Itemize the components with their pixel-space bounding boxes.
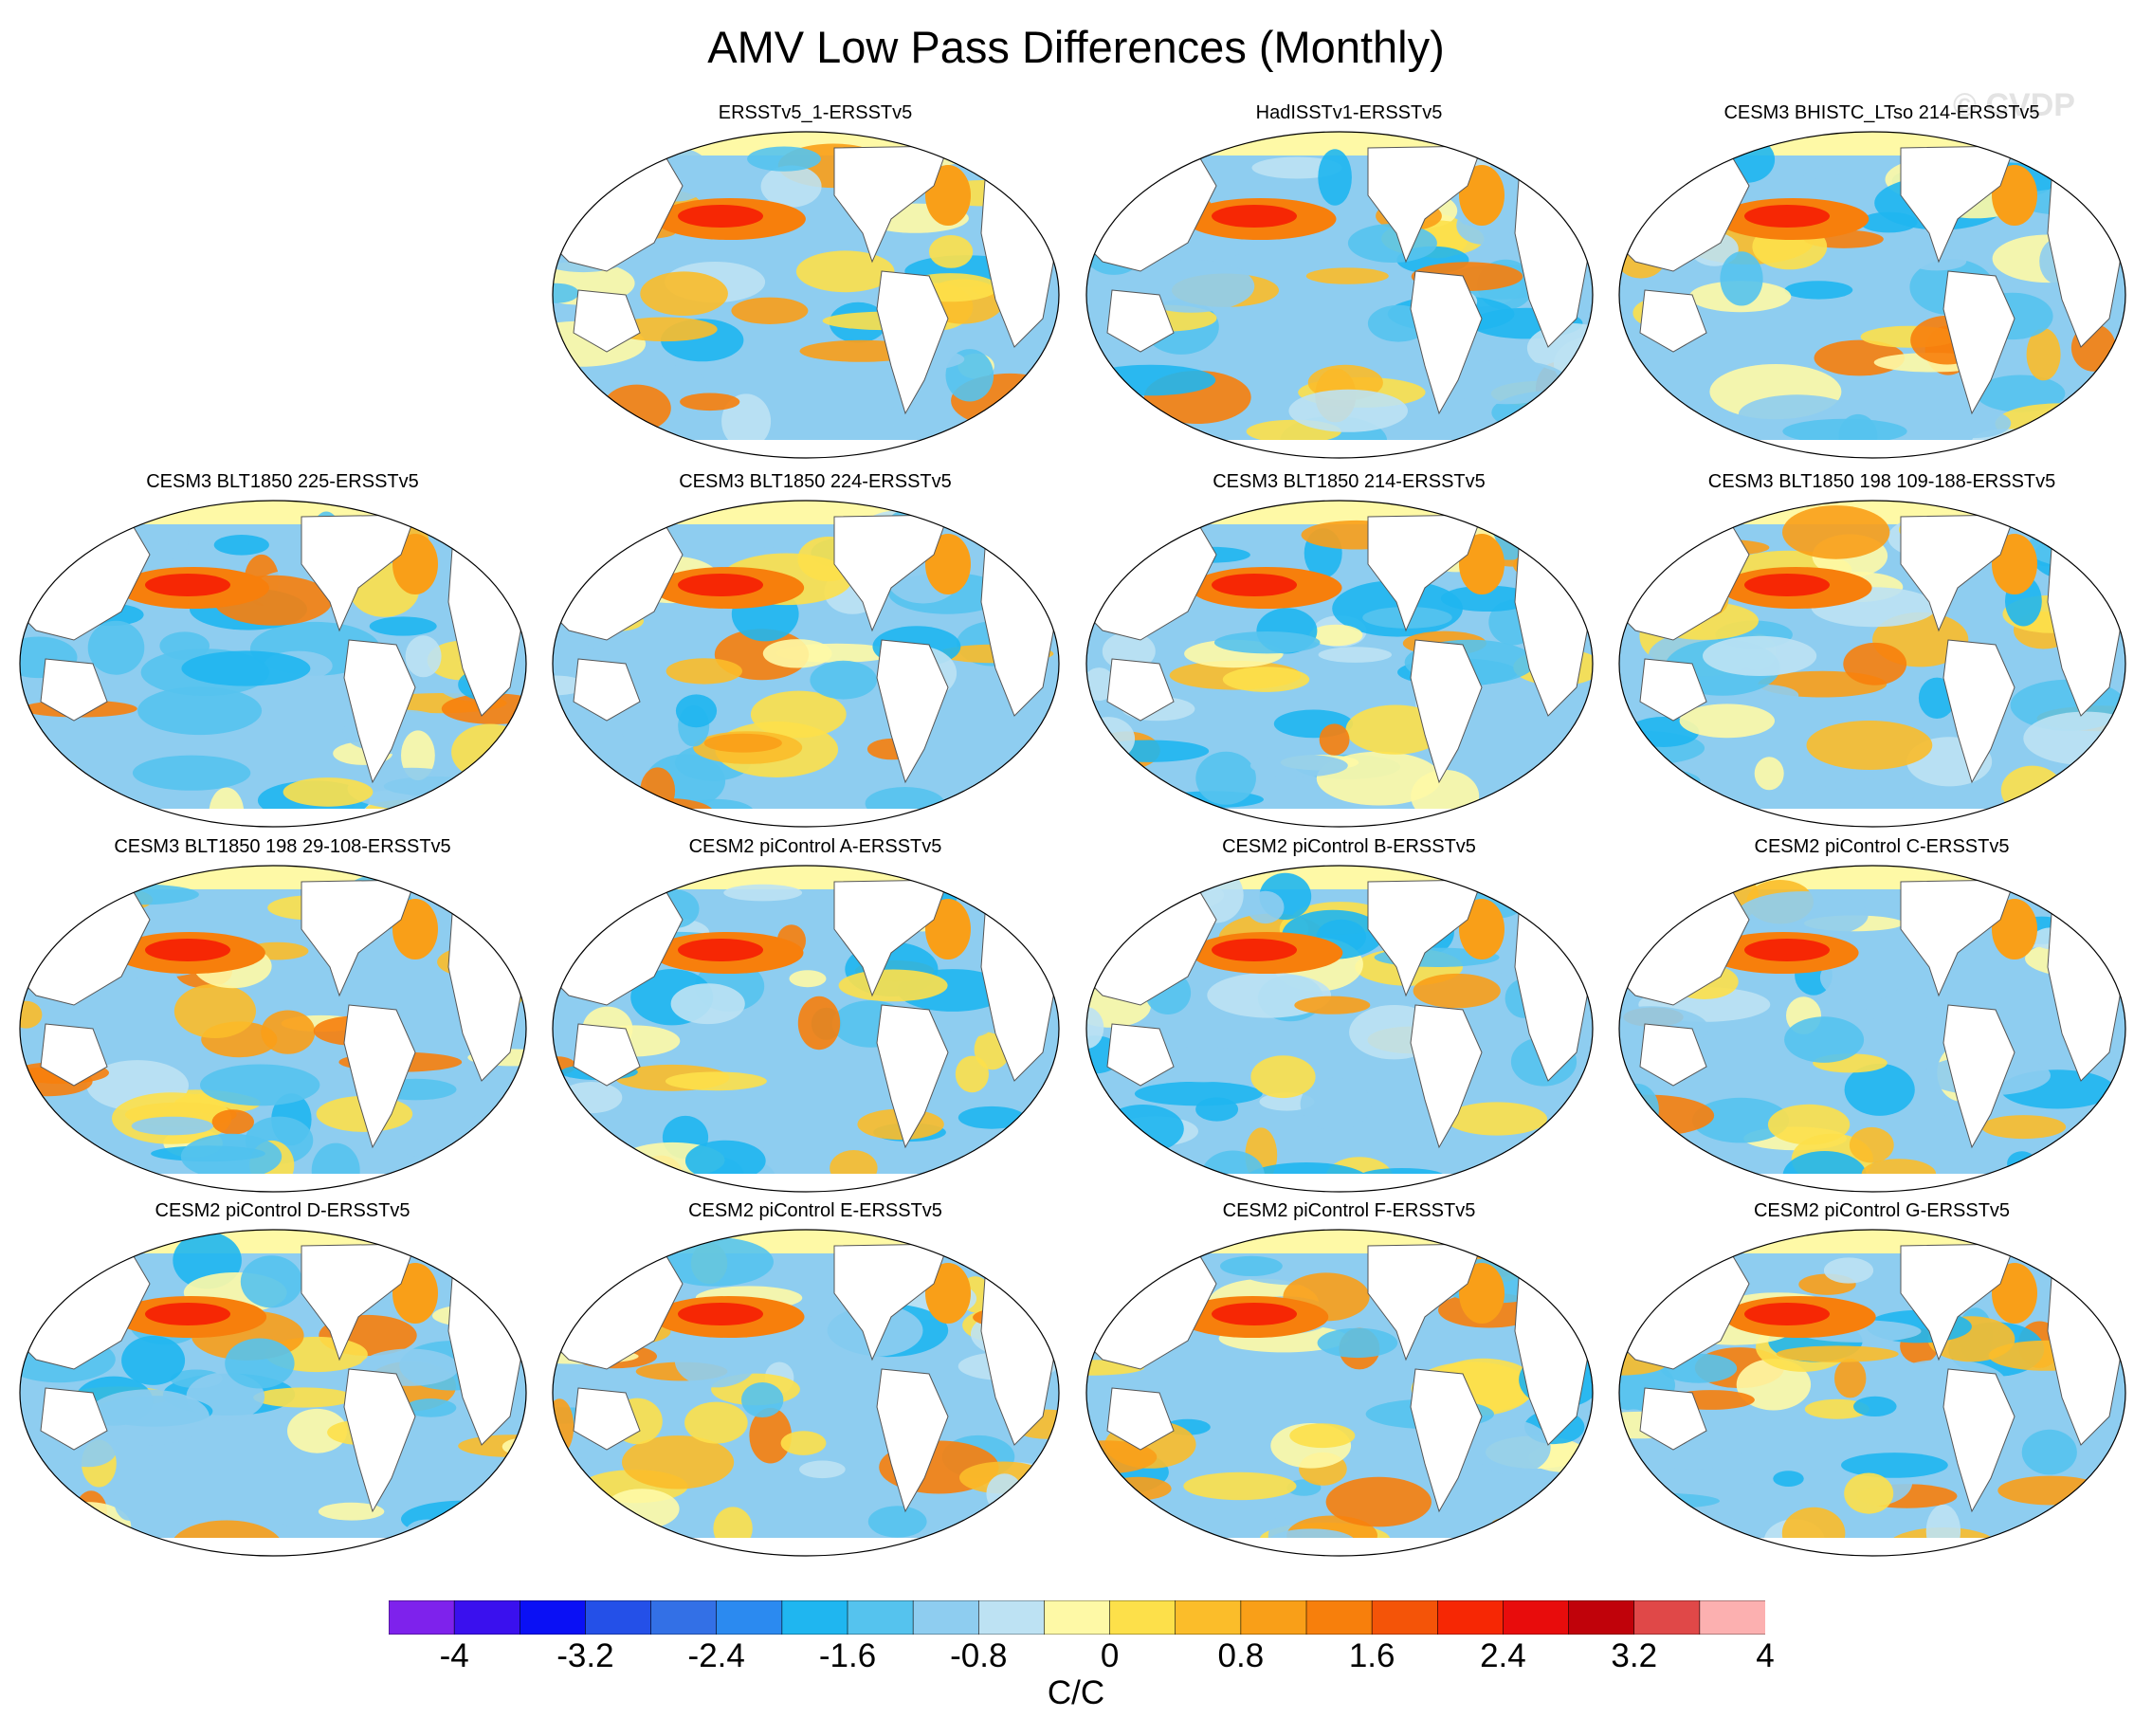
world-map	[552, 1229, 1060, 1557]
map-panel: CESM3 BLT1850 198 29-108-ERSSTv5	[17, 836, 548, 1198]
world-map	[1618, 131, 2126, 459]
panel-title: CESM3 BLT1850 198 29-108-ERSSTv5	[114, 836, 451, 857]
map-panel: CESM2 piControl G-ERSSTv5	[1616, 1200, 2147, 1562]
colorbar-swatch	[1568, 1600, 1635, 1635]
panel-title: CESM3 BLT1850 224-ERSSTv5	[679, 471, 952, 492]
panel-title: CESM2 piControl E-ERSSTv5	[688, 1200, 942, 1221]
panel-title: CESM2 piControl F-ERSSTv5	[1222, 1200, 1476, 1221]
world-map	[552, 500, 1060, 828]
colorbar-swatch	[1633, 1600, 1701, 1635]
panel-title: CESM2 piControl B-ERSSTv5	[1222, 836, 1476, 857]
world-map	[1618, 865, 2126, 1193]
colorbar-swatch	[1503, 1600, 1570, 1635]
world-map	[1085, 1229, 1594, 1557]
colorbar-tick-label: 0.8	[1217, 1637, 1265, 1674]
figure-title: AMV Low Pass Differences (Monthly)	[707, 22, 1445, 72]
map-panel: ERSSTv5_1-ERSSTv5	[550, 102, 1081, 465]
cvdp-watermark: © CVDP	[1953, 87, 2075, 123]
map-panel: CESM2 piControl B-ERSSTv5	[1084, 836, 1614, 1198]
map-panel: CESM3 BHISTC_LTso 214-ERSSTv5	[1616, 102, 2147, 465]
panel-title: CESM2 piControl A-ERSSTv5	[688, 836, 942, 857]
map-panel: CESM3 BLT1850 198 109-188-ERSSTv5	[1616, 471, 2147, 833]
panel-title: CESM2 piControl D-ERSSTv5	[155, 1200, 410, 1221]
map-panel: CESM3 BLT1850 214-ERSSTv5	[1084, 471, 1614, 833]
colorbar	[389, 1600, 1765, 1635]
colorbar-tick-label: 3.2	[1611, 1637, 1658, 1674]
colorbar-tick-label: 0	[1100, 1637, 1120, 1674]
colorbar-tick-label: -4	[439, 1637, 469, 1674]
colorbar-swatch	[389, 1600, 455, 1635]
colorbar-swatch	[847, 1600, 914, 1635]
world-map	[552, 131, 1060, 459]
panel-title: CESM2 piControl C-ERSSTv5	[1754, 836, 2010, 857]
colorbar-swatch	[977, 1600, 1046, 1635]
world-map	[1085, 131, 1594, 459]
colorbar-tick-label: 2.4	[1480, 1637, 1526, 1674]
colorbar-tick-label: -0.8	[950, 1637, 1008, 1674]
map-panel: CESM2 piControl A-ERSSTv5	[550, 836, 1081, 1198]
colorbar-units: C/C	[1047, 1674, 1105, 1711]
colorbar-swatch	[1240, 1600, 1307, 1635]
colorbar-swatch	[453, 1600, 521, 1635]
map-panel: CESM3 BLT1850 224-ERSSTv5	[550, 471, 1081, 833]
colorbar-tick-label: 4	[1756, 1637, 1775, 1674]
colorbar-swatch	[781, 1600, 848, 1635]
map-panel: CESM2 piControl D-ERSSTv5	[17, 1200, 548, 1562]
colorbar-tick-label: -3.2	[556, 1637, 614, 1674]
colorbar-swatch	[1044, 1600, 1111, 1635]
colorbar-swatch	[650, 1600, 718, 1635]
colorbar-swatch	[912, 1600, 980, 1635]
map-panel: CESM2 piControl F-ERSSTv5	[1084, 1200, 1614, 1562]
colorbar-swatch	[519, 1600, 587, 1635]
colorbar-swatch	[1699, 1600, 1765, 1635]
map-panel: CESM2 piControl C-ERSSTv5	[1616, 836, 2147, 1198]
colorbar-tick-label: 1.6	[1348, 1637, 1395, 1674]
panel-title: ERSSTv5_1-ERSSTv5	[718, 102, 913, 123]
world-map	[19, 500, 527, 828]
colorbar-swatch	[716, 1600, 783, 1635]
world-map	[1085, 500, 1594, 828]
colorbar-swatch	[1109, 1600, 1176, 1635]
panel-title: CESM3 BLT1850 198 109-188-ERSSTv5	[1707, 471, 2056, 492]
map-panel: CESM3 BLT1850 225-ERSSTv5	[17, 471, 548, 833]
colorbar-swatch	[1305, 1600, 1373, 1635]
panel-title: CESM3 BHISTC_LTso 214-ERSSTv5	[1723, 102, 2040, 123]
panel-title: CESM2 piControl G-ERSSTv5	[1753, 1200, 2011, 1221]
map-panel: HadISSTv1-ERSSTv5	[1084, 102, 1614, 465]
world-map	[552, 865, 1060, 1193]
world-map	[19, 1229, 527, 1557]
colorbar-swatch	[1175, 1600, 1242, 1635]
panel-title: HadISSTv1-ERSSTv5	[1255, 102, 1443, 123]
colorbar-swatch	[1436, 1600, 1505, 1635]
world-map	[19, 865, 527, 1193]
colorbar-tick-label: -1.6	[818, 1637, 877, 1674]
map-panel: CESM2 piControl E-ERSSTv5	[550, 1200, 1081, 1562]
panel-title: CESM3 BLT1850 225-ERSSTv5	[146, 471, 419, 492]
colorbar-tick-label: -2.4	[687, 1637, 745, 1674]
world-map	[1618, 1229, 2126, 1557]
colorbar-swatch	[585, 1600, 652, 1635]
colorbar-swatch	[1371, 1600, 1439, 1635]
world-map	[1618, 500, 2126, 828]
panel-title: CESM3 BLT1850 214-ERSSTv5	[1213, 471, 1486, 492]
world-map	[1085, 865, 1594, 1193]
